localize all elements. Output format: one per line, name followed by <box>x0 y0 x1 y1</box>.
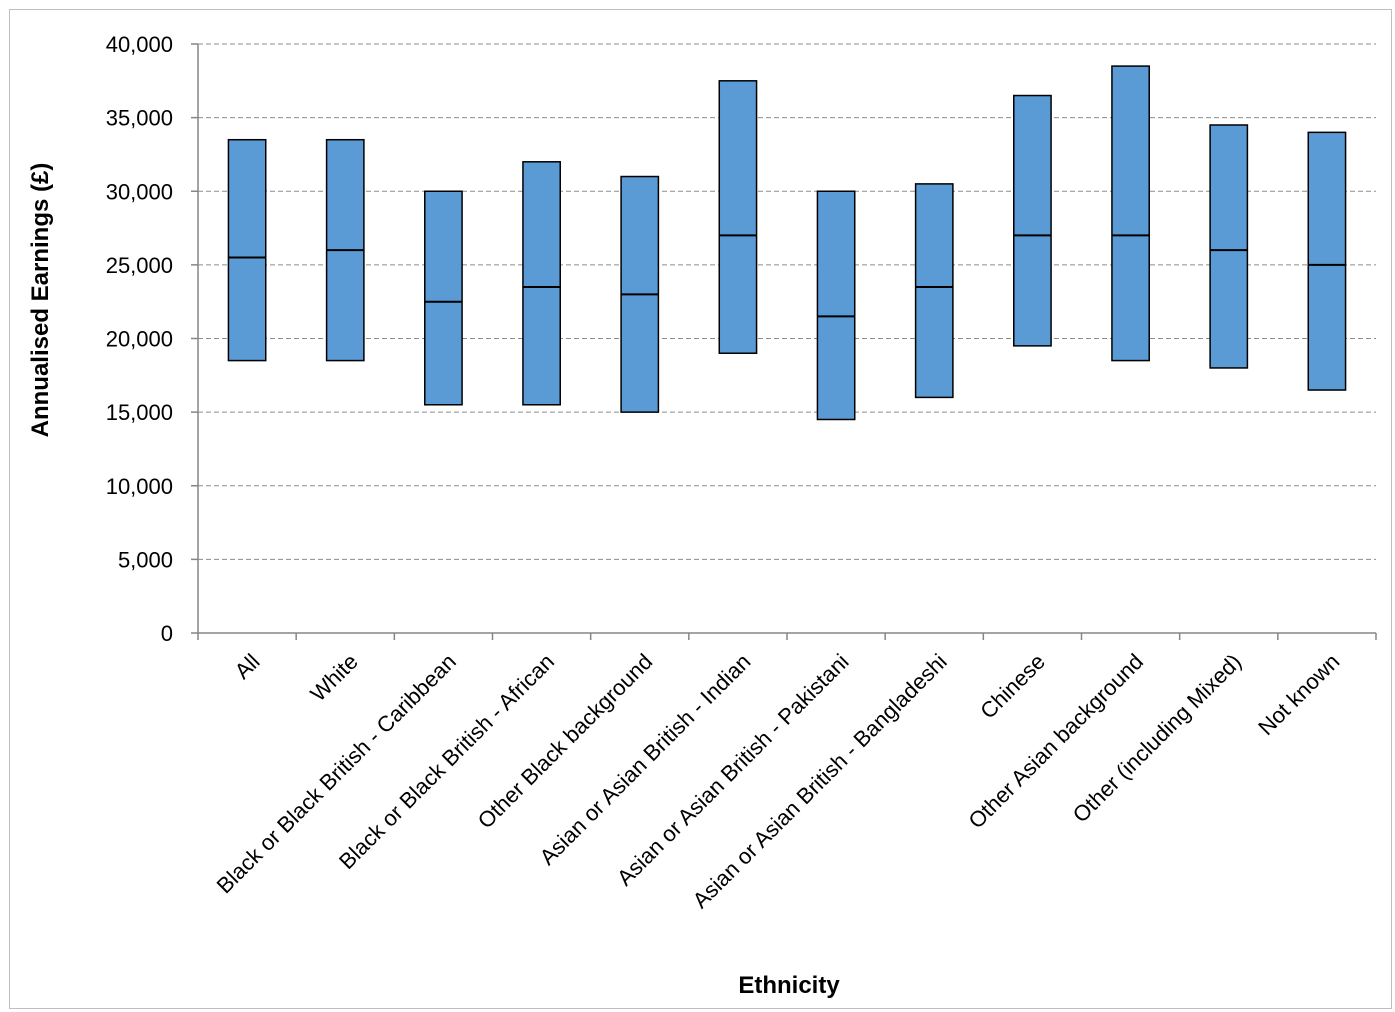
y-axis-title: Annualised Earnings (£) <box>27 163 54 438</box>
y-axis-ticks: 0 5,000 10,000 15,000 20,000 25,000 30,000 35,0… <box>106 32 198 646</box>
range-bar <box>914 183 954 399</box>
range-bars <box>227 65 1347 421</box>
x-axis-title: Ethnicity <box>738 972 840 999</box>
x-tick-label: Other Black background <box>473 649 658 834</box>
y-tick-label: 0 <box>161 621 173 646</box>
x-tick-label: Chinese <box>975 649 1050 724</box>
y-tick-label: 10,000 <box>106 474 173 499</box>
range-bar <box>1013 94 1052 347</box>
y-tick-label: 25,000 <box>106 253 173 278</box>
x-tick-label: Asian or Asian British - Indian <box>535 649 756 870</box>
range-bar <box>424 190 463 406</box>
range-bar <box>1209 124 1249 369</box>
gridlines <box>198 43 1376 560</box>
chart-frame <box>9 9 1392 1009</box>
x-tick-label: Other Asian background <box>964 649 1149 834</box>
y-tick-label: 35,000 <box>106 106 173 131</box>
y-tick-label: 15,000 <box>106 400 173 425</box>
y-tick-label: 5,000 <box>118 547 173 572</box>
x-tick-label: Other (including Mixed) <box>1068 649 1247 828</box>
y-tick-label: 40,000 <box>106 32 173 57</box>
range-bar <box>816 190 856 421</box>
x-tick-label: White <box>305 649 362 706</box>
range-bar <box>718 80 758 354</box>
y-tick-label: 30,000 <box>106 179 173 204</box>
range-bar <box>227 138 267 362</box>
x-tick-label: Not known <box>1253 649 1344 740</box>
range-bar <box>522 161 561 406</box>
x-tick-label: All <box>230 649 265 684</box>
range-bar <box>1111 65 1150 362</box>
range-bar <box>1307 131 1347 391</box>
y-tick-label: 20,000 <box>106 327 173 352</box>
x-tick-label: Black or Black British - African <box>334 649 559 874</box>
